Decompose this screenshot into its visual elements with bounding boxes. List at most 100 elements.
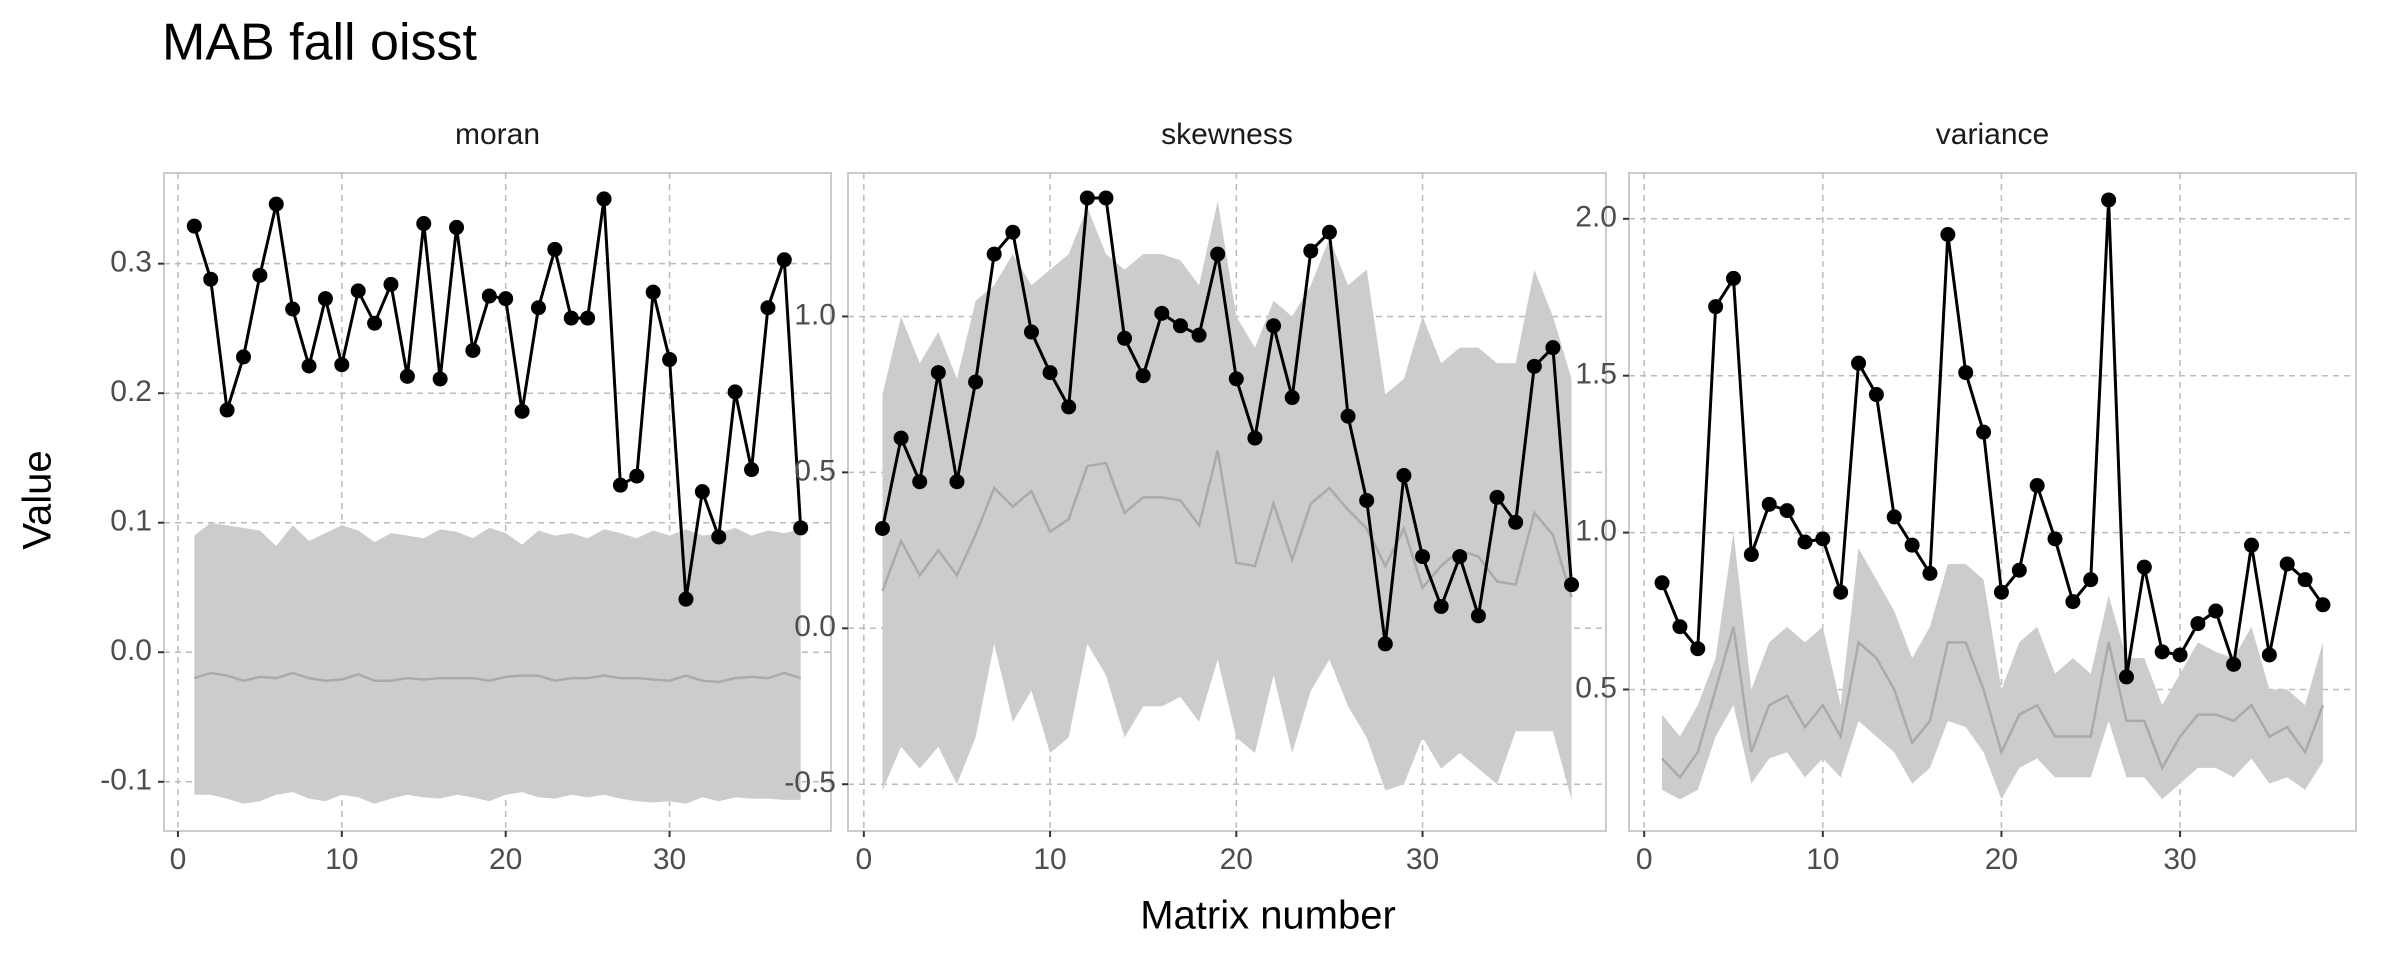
point bbox=[2029, 478, 2045, 494]
y-tick-label: 1.0 bbox=[1575, 515, 1617, 548]
point bbox=[2226, 656, 2242, 672]
point bbox=[930, 365, 946, 381]
point bbox=[1976, 424, 1992, 440]
point bbox=[1743, 547, 1759, 563]
panel-title: skewness bbox=[1161, 118, 1293, 151]
point bbox=[547, 241, 563, 257]
point bbox=[1303, 243, 1319, 259]
point bbox=[498, 291, 514, 307]
point bbox=[2101, 192, 2117, 208]
point bbox=[2011, 562, 2027, 578]
point bbox=[1247, 430, 1263, 446]
point bbox=[1210, 246, 1226, 262]
point bbox=[2118, 669, 2134, 685]
point bbox=[1359, 492, 1375, 508]
point bbox=[968, 374, 984, 390]
point bbox=[252, 267, 268, 283]
y-axis-label: Value bbox=[16, 450, 60, 549]
point bbox=[645, 284, 661, 300]
y-tick-label: -0.1 bbox=[100, 764, 152, 797]
y-tick-label: 0.5 bbox=[1575, 671, 1617, 704]
point bbox=[1042, 365, 1058, 381]
point bbox=[1023, 324, 1039, 340]
point bbox=[1886, 509, 1902, 525]
point bbox=[1545, 340, 1561, 356]
x-tick-label: 30 bbox=[2163, 843, 2196, 876]
point bbox=[678, 591, 694, 607]
point bbox=[514, 403, 530, 419]
point bbox=[1396, 467, 1412, 483]
point bbox=[629, 468, 645, 484]
y-tick-label: 1.5 bbox=[1575, 358, 1617, 391]
point bbox=[399, 368, 415, 384]
x-tick-label: 30 bbox=[653, 843, 686, 876]
point bbox=[1761, 496, 1777, 512]
point bbox=[874, 521, 890, 537]
point bbox=[793, 520, 809, 536]
point bbox=[2190, 616, 2206, 632]
x-tick-label: 20 bbox=[489, 843, 522, 876]
point bbox=[1228, 371, 1244, 387]
point bbox=[1708, 299, 1724, 315]
point bbox=[760, 300, 776, 316]
point bbox=[2261, 647, 2277, 663]
point bbox=[2315, 597, 2331, 613]
point bbox=[1797, 534, 1813, 550]
series-line bbox=[193, 671, 802, 684]
point bbox=[776, 252, 792, 268]
y-tick-label: 0.0 bbox=[794, 610, 836, 643]
point bbox=[1904, 537, 1920, 553]
point bbox=[1191, 327, 1207, 343]
point bbox=[285, 301, 301, 317]
null-band bbox=[194, 522, 801, 804]
point bbox=[432, 371, 448, 387]
point bbox=[186, 218, 202, 234]
point bbox=[2083, 572, 2099, 588]
y-tick-label: -0.5 bbox=[784, 766, 836, 799]
point bbox=[1779, 503, 1795, 519]
point bbox=[1654, 575, 1670, 591]
point bbox=[711, 529, 727, 545]
point bbox=[694, 484, 710, 500]
point bbox=[350, 283, 366, 299]
point bbox=[1958, 365, 1974, 381]
point bbox=[1470, 608, 1486, 624]
point bbox=[1922, 565, 1938, 581]
point bbox=[1868, 387, 1884, 403]
panel-title: variance bbox=[1936, 118, 2049, 151]
series-line bbox=[1661, 626, 2325, 780]
x-tick-label: 30 bbox=[1406, 843, 1439, 876]
point bbox=[2065, 594, 2081, 610]
point bbox=[2136, 559, 2152, 575]
point bbox=[2208, 603, 2224, 619]
x-tick-label: 0 bbox=[170, 843, 187, 876]
panel-title: moran bbox=[455, 118, 540, 151]
point bbox=[1172, 318, 1188, 334]
point bbox=[203, 271, 219, 287]
point bbox=[530, 300, 546, 316]
point bbox=[662, 352, 678, 368]
point bbox=[416, 216, 432, 232]
point bbox=[2047, 531, 2063, 547]
point bbox=[2172, 647, 2188, 663]
point bbox=[2297, 572, 2313, 588]
point bbox=[1061, 399, 1077, 415]
point bbox=[2279, 556, 2295, 572]
y-tick-label: 0.2 bbox=[110, 375, 152, 408]
point bbox=[1815, 531, 1831, 547]
point bbox=[1340, 408, 1356, 424]
null-band bbox=[1662, 532, 2323, 800]
point bbox=[1154, 305, 1170, 321]
point bbox=[1508, 514, 1524, 530]
point bbox=[235, 349, 251, 365]
point bbox=[1098, 190, 1114, 206]
point bbox=[1079, 190, 1095, 206]
point bbox=[481, 288, 497, 304]
point bbox=[1851, 355, 1867, 371]
point bbox=[612, 477, 628, 493]
point bbox=[1005, 224, 1021, 240]
point bbox=[1672, 619, 1688, 635]
point bbox=[465, 342, 481, 358]
point bbox=[1725, 270, 1741, 286]
